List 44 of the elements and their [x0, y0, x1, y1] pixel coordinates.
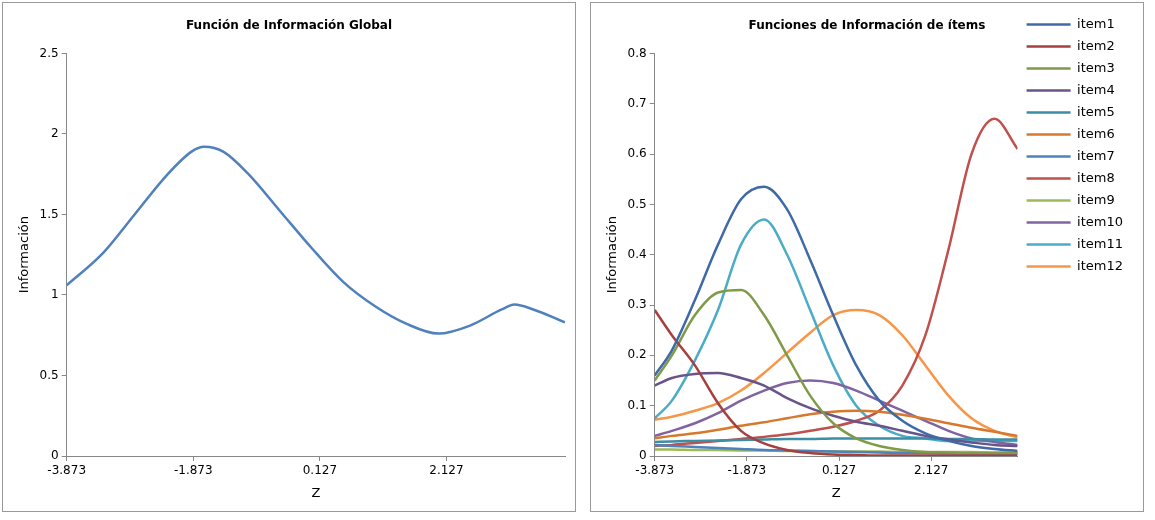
x-tick-label: -3.873	[635, 463, 675, 478]
x-tick-label: 2.127	[914, 463, 949, 478]
legend-label: item10	[1077, 213, 1124, 229]
legend-label: item3	[1077, 59, 1115, 75]
legend-label: item4	[1077, 81, 1115, 97]
y-tick-label: 0.3	[627, 297, 647, 312]
x-axis-title: Z	[831, 484, 841, 500]
y-tick-label: 1	[51, 287, 59, 302]
line-series	[66, 145, 565, 335]
y-tick-label: 0.6	[627, 146, 647, 161]
y-tick-label: 1.5	[39, 206, 59, 221]
y-tick-label: 0	[639, 448, 647, 463]
x-tick-label: -1.873	[173, 463, 213, 478]
legend-label: item1	[1077, 15, 1115, 31]
line-series	[654, 185, 1018, 453]
y-tick-label: 0.5	[627, 196, 647, 211]
chart-title: Función de Información Global	[186, 18, 392, 33]
legend-label: item12	[1077, 257, 1124, 273]
y-tick-label: 0.2	[627, 347, 647, 362]
x-tick-label: -3.873	[47, 463, 87, 478]
chart-title: Funciones de Información de ítems	[748, 18, 986, 33]
legend-label: item9	[1077, 191, 1115, 207]
y-tick-label: 0.8	[627, 45, 647, 60]
y-tick-label: 2	[51, 126, 59, 141]
legend-label: item5	[1077, 103, 1115, 119]
legend-label: item8	[1077, 169, 1115, 185]
y-axis-title: Información	[16, 216, 32, 294]
x-tick-label: -1.873	[727, 463, 767, 478]
legend-label: item7	[1077, 147, 1115, 163]
y-axis-title: Información	[604, 216, 620, 294]
y-tick-label: 2.5	[39, 45, 59, 60]
y-tick-label: 0.1	[627, 397, 647, 412]
x-tick-label: 0.127	[302, 463, 338, 478]
y-tick-label: 0.7	[627, 95, 647, 110]
x-tick-label: 0.127	[821, 463, 857, 478]
x-tick-label: 2.127	[429, 463, 464, 478]
y-tick-label: 0.4	[627, 246, 647, 261]
line-series	[654, 409, 1018, 440]
y-tick-label: 0.5	[39, 367, 59, 382]
x-axis-title: Z	[311, 484, 321, 500]
legend-label: item2	[1077, 37, 1115, 53]
legend-label: item11	[1077, 235, 1124, 251]
legend-label: item6	[1077, 125, 1115, 141]
y-tick-label: 0	[51, 448, 59, 463]
